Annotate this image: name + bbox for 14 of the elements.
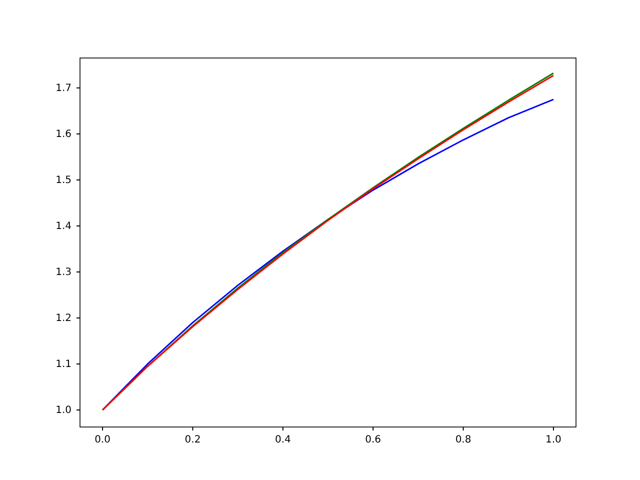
x-tick-label: 0.6: [365, 434, 382, 446]
y-tick-label: 1.1: [56, 359, 72, 370]
y-tick-label: 1.7: [56, 83, 72, 94]
x-tick-label: 0.0: [94, 434, 110, 446]
y-tick-label: 1.5: [56, 175, 72, 186]
x-tick-label: 0.2: [184, 434, 201, 446]
x-tick-label: 0.4: [274, 434, 291, 446]
y-tick-label: 1.0: [56, 405, 72, 416]
y-tick-label: 1.2: [56, 313, 72, 324]
x-tick-label: 1.0: [546, 434, 562, 446]
y-tick-label: 1.6: [56, 129, 72, 140]
x-tick-label: 0.8: [455, 434, 472, 446]
y-tick-label: 1.3: [56, 267, 72, 278]
y-tick-label: 1.4: [56, 221, 72, 232]
